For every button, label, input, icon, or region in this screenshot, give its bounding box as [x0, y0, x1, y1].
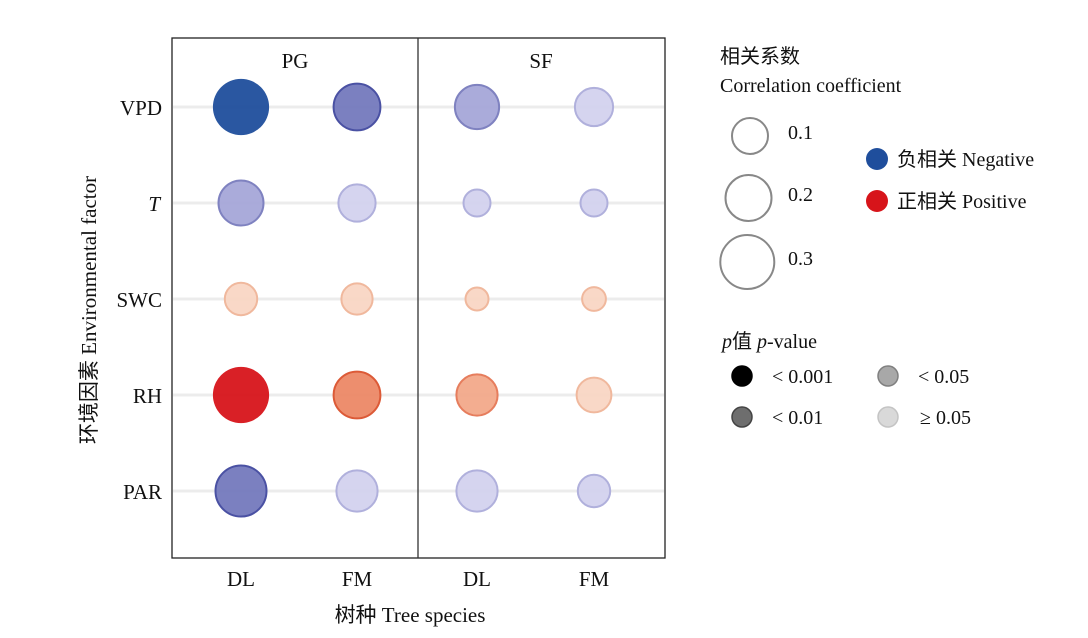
- x-tick-label-sf-dl: DL: [463, 567, 491, 591]
- legend-p-title-cn: 值: [732, 330, 757, 353]
- p-legend-label-4: ≥ 0.05: [920, 407, 971, 429]
- negative-legend-label: 负相关 Negative: [897, 148, 1034, 171]
- x-axis-title: 树种 Tree species: [335, 603, 486, 627]
- bubble-par-pg-dl: [214, 464, 268, 518]
- p-legend-label-1: < 0.001: [772, 366, 833, 388]
- p-legend-swatch-icon-1: [731, 365, 753, 387]
- negative-swatch-icon: [866, 148, 888, 170]
- size-legend-circle-2: [724, 174, 773, 222]
- size-legend-circle-3: [719, 234, 776, 290]
- x-tick-label-pg-fm: FM: [342, 567, 373, 591]
- legend-p-title-italic: p: [720, 331, 732, 353]
- legend-size-title-en: Correlation coefficient: [720, 75, 902, 97]
- p-legend-swatch-icon-2: [877, 365, 899, 387]
- legend-p-title-en-italic: p: [755, 331, 767, 353]
- y-tick-label-swc: SWC: [116, 288, 162, 312]
- bubble-t-pg-fm: [337, 183, 377, 223]
- bubble-swc-sf-dl: [464, 286, 490, 312]
- y-tick-label-vpd: VPD: [120, 96, 162, 120]
- positive-legend-label: 正相关 Positive: [897, 190, 1027, 213]
- bubble-par-sf-dl: [455, 469, 499, 513]
- y-axis-title: 环境因素 Environmental factor: [77, 176, 101, 444]
- sign-legend: 负相关 Negative 正相关 Positive: [866, 148, 1034, 213]
- y-tick-label-rh: RH: [133, 384, 162, 408]
- legend-p-title-en: -value: [767, 331, 817, 353]
- bubble-rh-pg-dl: [212, 366, 270, 424]
- bubble-swc-pg-fm: [340, 282, 374, 316]
- positive-swatch-icon: [866, 190, 888, 212]
- p-value-legend: < 0.001 < 0.05 < 0.01 ≥ 0.05: [731, 365, 971, 429]
- y-tick-label-par: PAR: [123, 480, 162, 504]
- bubbles: [212, 78, 615, 518]
- x-tick-label-sf-fm: FM: [579, 567, 610, 591]
- size-legend-label-3: 0.3: [788, 248, 813, 270]
- bubble-rh-sf-dl: [455, 373, 499, 417]
- bubble-swc-pg-dl: [223, 281, 259, 317]
- bubble-par-sf-fm: [576, 473, 612, 509]
- size-legend-circle-1: [731, 117, 769, 155]
- y-tick-label-t: T: [148, 192, 161, 216]
- bubble-t-sf-dl: [462, 188, 492, 218]
- size-legend-label-2: 0.2: [788, 184, 813, 206]
- bubble-t-sf-fm: [579, 188, 609, 218]
- p-legend-label-3: < 0.01: [772, 407, 823, 429]
- facet-title-pg: PG: [282, 49, 309, 73]
- legend-p-title: p值 p-value: [720, 330, 817, 353]
- bubble-vpd-sf-fm: [573, 86, 615, 128]
- legend-size-title-cn: 相关系数: [720, 45, 800, 68]
- p-legend-swatch-icon-3: [731, 406, 753, 428]
- x-tick-label-pg-dl: DL: [227, 567, 255, 591]
- size-legend-label-1: 0.1: [788, 122, 813, 144]
- p-legend-label-2: < 0.05: [918, 366, 969, 388]
- bubble-swc-sf-fm: [581, 286, 607, 312]
- bubble-vpd-pg-fm: [332, 82, 382, 132]
- bubble-rh-pg-fm: [332, 370, 382, 420]
- facet-title-sf: SF: [529, 49, 552, 73]
- bubble-t-pg-dl: [217, 179, 265, 227]
- bubble-par-pg-fm: [335, 469, 379, 513]
- bubble-vpd-sf-dl: [453, 83, 501, 131]
- size-legend: 0.1 0.2 0.3: [719, 117, 813, 290]
- bubble-vpd-pg-dl: [212, 78, 270, 136]
- bubble-rh-sf-fm: [575, 376, 613, 414]
- p-legend-swatch-icon-4: [877, 406, 899, 428]
